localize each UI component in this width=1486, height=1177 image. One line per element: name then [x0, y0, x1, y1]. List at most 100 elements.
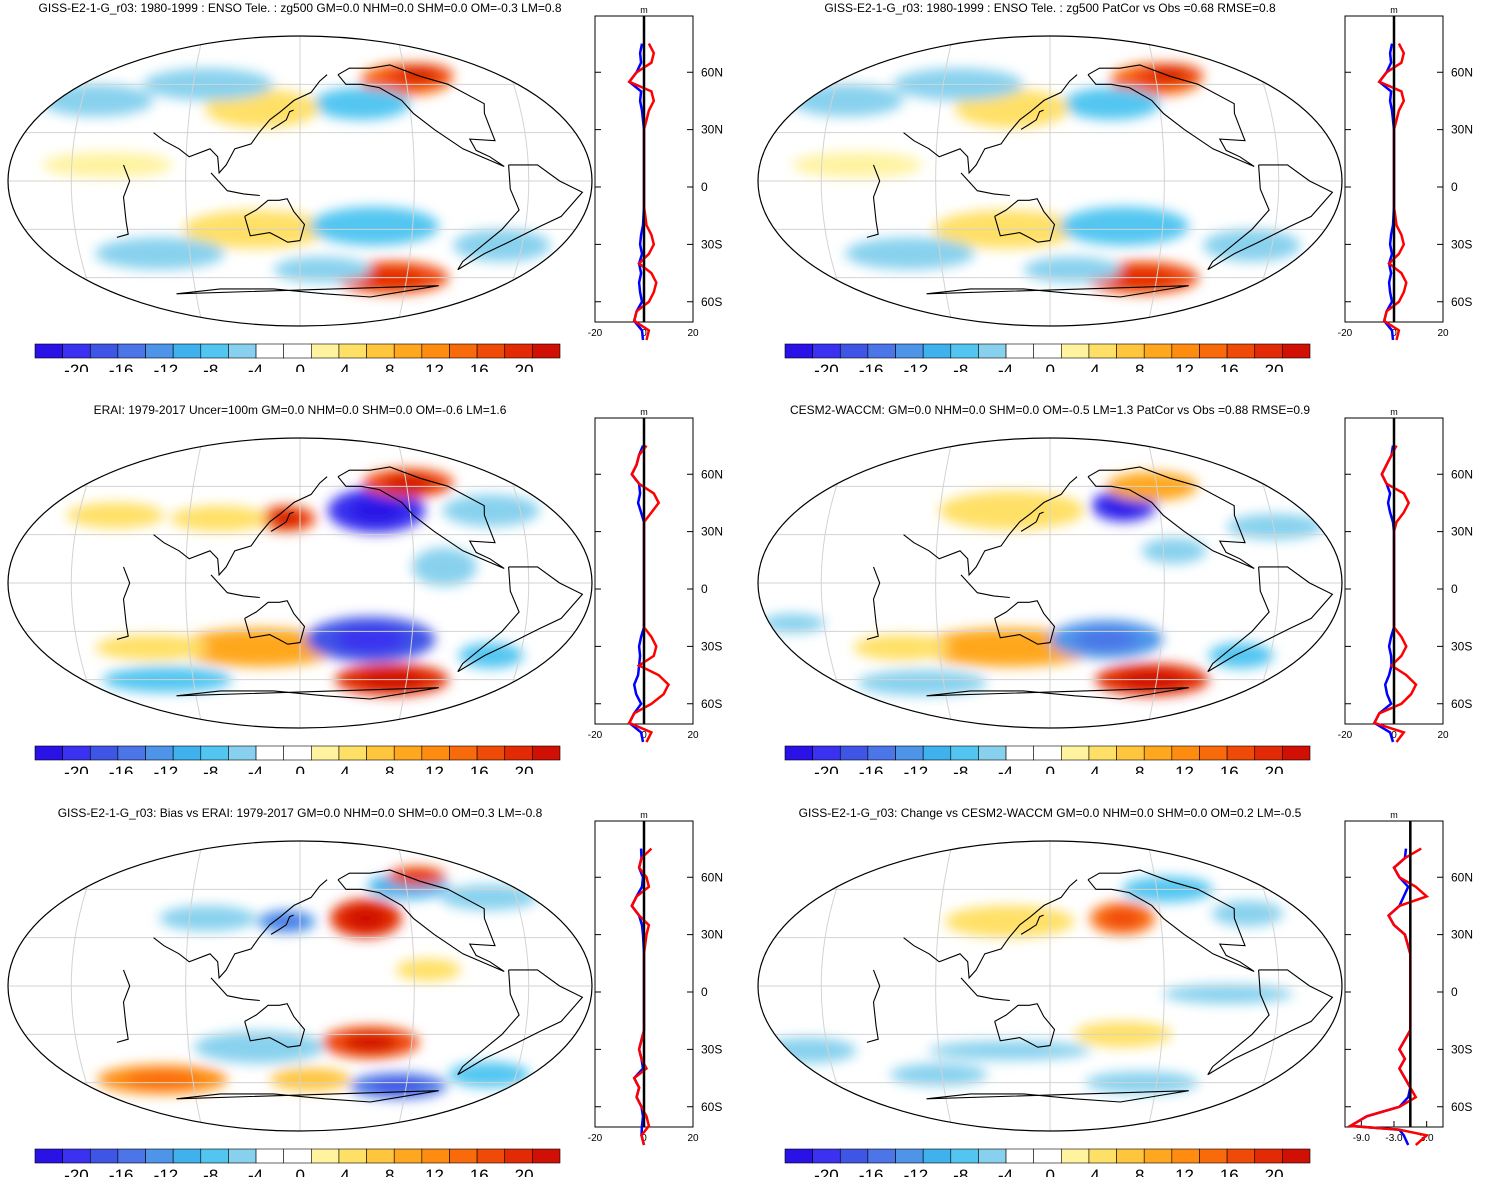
colorbar-tick-label: 0 — [1046, 763, 1055, 774]
anomaly-core — [1075, 628, 1138, 651]
anomaly-blob — [1208, 642, 1274, 669]
anomaly-blob — [928, 1040, 1091, 1061]
colorbar-swatch — [812, 343, 841, 359]
colorbar-swatch — [1116, 745, 1145, 761]
profile-x-label: 0 — [641, 1133, 647, 1144]
meridian-line — [396, 36, 415, 326]
colorbar-swatch — [1143, 1148, 1173, 1164]
panel-title: GISS-E2-1-G_r03: 1980-1999 : ENSO Tele. … — [824, 1, 1276, 15]
coastline — [1087, 64, 1255, 168]
colorbar-tick-label: -20 — [814, 763, 839, 774]
colorbar-swatch — [172, 1148, 202, 1164]
colorbar-tick-label: -4 — [998, 763, 1013, 774]
coastline — [866, 164, 881, 238]
colorbar-tick-label: -20 — [814, 1166, 839, 1177]
zonal-profile: m 60N 30N 0 30S 60S -20 0 20 — [588, 407, 723, 743]
colorbar-swatch — [504, 745, 533, 761]
colorbar-tick-label: -16 — [109, 1166, 134, 1177]
map-background — [8, 841, 592, 1131]
anomaly-core — [343, 1033, 398, 1052]
colorbar-tick-label: -12 — [154, 763, 179, 774]
colorbar-tick-label: -8 — [953, 1166, 968, 1177]
colorbar-tick-label: -4 — [248, 1166, 263, 1177]
colorbar-swatch — [338, 343, 367, 359]
coastline — [994, 198, 1056, 243]
colorbar-swatch — [172, 745, 202, 761]
colorbar-swatch — [895, 343, 924, 359]
colorbar-swatch — [1282, 1148, 1311, 1164]
profile-line-red — [630, 847, 653, 1146]
colorbar-tick-label: 4 — [340, 763, 349, 774]
coastline — [903, 476, 1078, 577]
profile-x-label: 0 — [1391, 730, 1397, 741]
colorbar-swatch — [255, 343, 284, 359]
colorbar-swatch — [1005, 745, 1034, 761]
colorbar-tick-label: 4 — [1090, 361, 1099, 372]
colorbar-swatch — [1199, 1148, 1228, 1164]
anomaly-core — [270, 511, 303, 526]
coastline — [116, 164, 131, 238]
colorbar-swatch — [1061, 343, 1090, 359]
colorbar-tick-label: -8 — [203, 1166, 218, 1177]
colorbar-tick-label: 20 — [515, 1166, 534, 1177]
anomaly-blob — [458, 642, 524, 669]
coastline — [153, 879, 328, 980]
anomaly-blob — [1211, 900, 1284, 927]
colorbar-tick-label: 8 — [385, 361, 394, 372]
panel-svg: -20 -16 -12 -8 -4 0 4 8 12 16 20 m 60N 30N 0 30S 60S -20 0… — [7, 810, 723, 1177]
anomaly-core — [126, 1071, 199, 1088]
colorbar-tick-label: 0 — [1046, 361, 1055, 372]
colorbar-tick-label: -4 — [248, 763, 263, 774]
profile-x-label: 20 — [1437, 730, 1449, 741]
profile-lat-label: 60S — [1451, 697, 1472, 711]
panel-svg: -20 -16 -12 -8 -4 0 4 8 12 16 20 m 60N 30N 0 30S 60S -20 0… — [757, 407, 1473, 774]
coastline — [903, 879, 1078, 980]
colorbar-tick-label: 8 — [1135, 1166, 1144, 1177]
colorbar-tick-label: -8 — [953, 763, 968, 774]
colorbar-tick-label: 0 — [296, 361, 305, 372]
colorbar-tick-label: -12 — [904, 361, 929, 372]
profile-lat-label: 30S — [701, 237, 722, 251]
colorbar-tick-label: 20 — [1265, 763, 1284, 774]
profile-line-blue — [1346, 848, 1412, 1146]
anomaly-core — [400, 871, 433, 882]
colorbar-tick-label: 4 — [1090, 1166, 1099, 1177]
coastline — [270, 914, 294, 935]
colorbar-swatch — [311, 1148, 340, 1164]
anomaly-blob — [270, 1068, 352, 1091]
coastline — [457, 566, 584, 673]
anomaly-blob — [844, 237, 975, 270]
colorbar-swatch — [117, 745, 146, 761]
profile-lat-label: 0 — [701, 582, 708, 596]
colorbar-tick-label: -12 — [154, 361, 179, 372]
profile-x-label: -20 — [1338, 328, 1353, 339]
colorbar-swatch — [1088, 1148, 1117, 1164]
profile-lat-label: 60N — [1451, 870, 1473, 884]
colorbar-tick-label: -20 — [64, 361, 89, 372]
colorbar-tick-label: 0 — [1046, 1166, 1055, 1177]
coastline — [457, 969, 584, 1076]
profile-x-label: 20 — [687, 1133, 699, 1144]
colorbar-swatch — [1061, 1148, 1090, 1164]
colorbar-swatch — [922, 343, 952, 359]
colorbar-swatch — [62, 1148, 91, 1164]
colorbar-swatch — [145, 1148, 174, 1164]
profile-lat-label: 30S — [1451, 1042, 1472, 1056]
profile-x-label: 3.0 — [1420, 1133, 1434, 1144]
colorbar-swatch — [476, 1148, 506, 1164]
profile-x-label: 20 — [687, 328, 699, 339]
colorbar-swatch — [1033, 1148, 1062, 1164]
anomaly-blob — [42, 152, 173, 178]
map-outline — [7, 437, 593, 729]
colorbar-swatch — [476, 343, 506, 359]
colorbar-swatch — [393, 745, 423, 761]
colorbar-tick-label: 16 — [470, 763, 489, 774]
coastline — [210, 977, 260, 1002]
colorbar-swatch — [867, 343, 896, 359]
colorbar-swatch — [366, 1148, 395, 1164]
map-area — [758, 841, 1342, 1131]
coastline — [210, 172, 260, 197]
colorbar-swatch — [228, 745, 257, 761]
anomaly-blob — [938, 491, 1085, 530]
coastlines — [866, 869, 1334, 1103]
